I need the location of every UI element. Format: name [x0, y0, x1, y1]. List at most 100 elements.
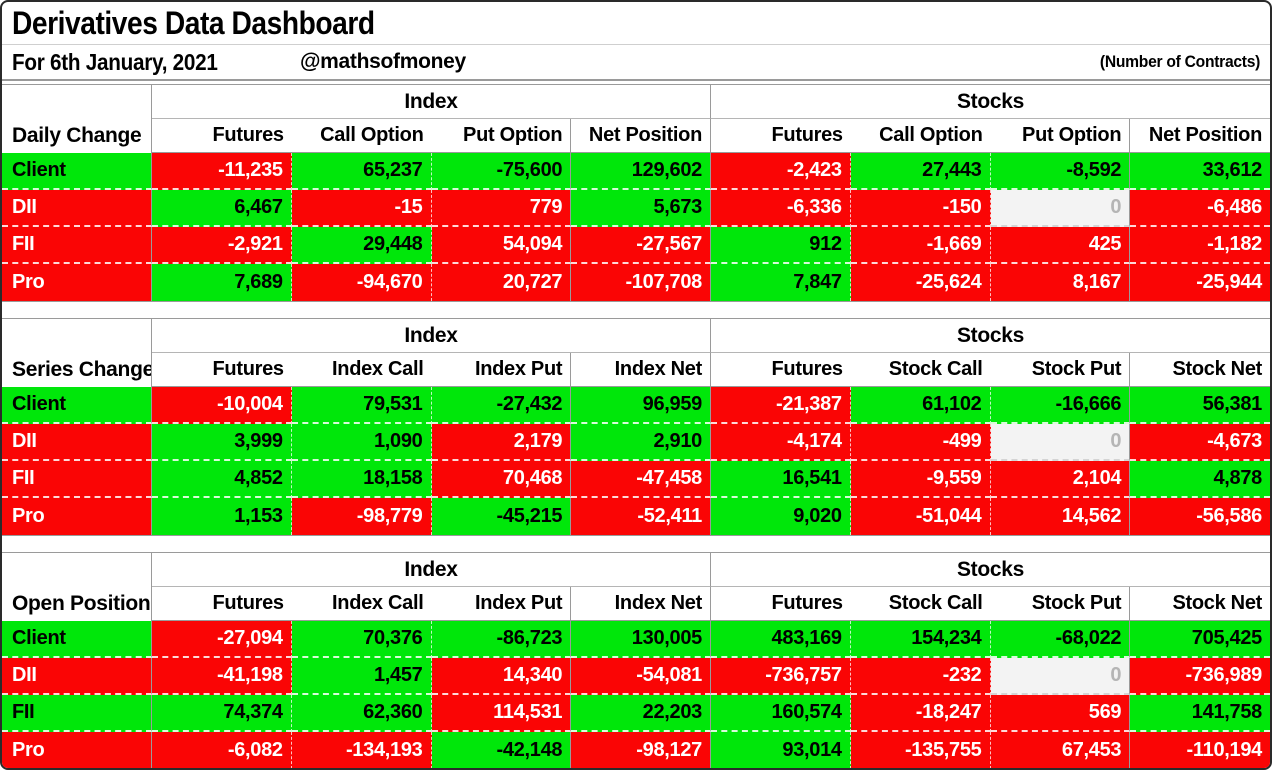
data-cell: -52,411 [571, 498, 711, 535]
column-header: Index Put [431, 353, 572, 387]
tables-container: Daily Change Index Stocks Futures Call Optio… [2, 84, 1270, 768]
data-cell: -21,387 [711, 387, 851, 424]
data-cell: -68,022 [990, 621, 1131, 658]
data-cell: 62,360 [291, 695, 432, 732]
data-cell: 779 [431, 190, 572, 227]
data-cell: 7,689 [152, 264, 292, 301]
group-header-stocks: Stocks [711, 319, 1270, 353]
page-title: Derivatives Data Dashboard [12, 4, 375, 41]
data-cell: -1,669 [850, 227, 991, 264]
data-cell: 2,910 [571, 424, 711, 461]
data-cell: -6,082 [152, 732, 292, 768]
data-cell: 65,237 [291, 153, 432, 190]
data-cell: 79,531 [291, 387, 432, 424]
table-title: Daily Change [2, 85, 152, 153]
group-header-index: Index [152, 553, 711, 587]
data-cell: 70,376 [291, 621, 432, 658]
column-header: Index Put [431, 587, 572, 621]
column-header: Net Position [1130, 119, 1270, 153]
data-cell: 5,673 [571, 190, 711, 227]
data-cell: -232 [850, 658, 991, 695]
data-cell: 2,179 [431, 424, 572, 461]
column-header: Stock Call [850, 587, 991, 621]
group-header-index: Index [152, 85, 711, 119]
author-handle: @mathsofmoney [300, 50, 466, 73]
data-cell: -736,989 [1130, 658, 1270, 695]
data-cell: -6,486 [1130, 190, 1270, 227]
data-cell: -54,081 [571, 658, 711, 695]
data-cell: 14,562 [990, 498, 1131, 535]
table-grid-open-position: Open Position Index Stocks Futures Index Cal… [2, 552, 1270, 768]
data-cell: -27,094 [152, 621, 292, 658]
data-cell: -736,757 [711, 658, 851, 695]
data-cell: 130,005 [571, 621, 711, 658]
data-cell: 1,457 [291, 658, 432, 695]
column-header: Stock Net [1130, 587, 1270, 621]
column-header: Stock Put [990, 587, 1131, 621]
data-cell: -2,921 [152, 227, 292, 264]
row-label: DII [2, 658, 152, 695]
column-header: Index Call [291, 587, 432, 621]
data-cell: -8,592 [990, 153, 1131, 190]
data-cell: -41,198 [152, 658, 292, 695]
data-cell: 4,852 [152, 461, 292, 498]
data-cell: -107,708 [571, 264, 711, 301]
row-label: FII [2, 227, 152, 264]
data-cell: 22,203 [571, 695, 711, 732]
column-header: Call Option [850, 119, 991, 153]
row-label: Pro [2, 264, 152, 301]
data-cell: -16,666 [990, 387, 1131, 424]
data-cell: 0 [990, 190, 1131, 227]
data-cell: -11,235 [152, 153, 292, 190]
data-cell: 56,381 [1130, 387, 1270, 424]
data-cell: -10,004 [152, 387, 292, 424]
data-cell: -499 [850, 424, 991, 461]
data-cell: -4,174 [711, 424, 851, 461]
column-header: Put Option [990, 119, 1131, 153]
report-date: For 6th January, 2021 [12, 48, 218, 75]
data-cell: -27,432 [431, 387, 572, 424]
data-cell: 18,158 [291, 461, 432, 498]
data-cell: -98,779 [291, 498, 432, 535]
column-header: Futures [152, 587, 292, 621]
data-cell: -18,247 [850, 695, 991, 732]
data-cell: -9,559 [850, 461, 991, 498]
data-cell: 93,014 [711, 732, 851, 768]
group-header-index: Index [152, 319, 711, 353]
data-cell: 569 [990, 695, 1131, 732]
table-series-change: Series Change Index Stocks Futures Index Cal… [2, 318, 1270, 536]
table-title: Open Position [2, 553, 152, 621]
column-header: Futures [711, 119, 851, 153]
row-label: DII [2, 424, 152, 461]
data-cell: 0 [990, 424, 1131, 461]
data-cell: -134,193 [291, 732, 432, 768]
column-header: Index Call [291, 353, 432, 387]
data-cell: 20,727 [431, 264, 572, 301]
title-row: Derivatives Data Dashboard [2, 2, 1270, 45]
column-header: Futures [711, 353, 851, 387]
row-label: Pro [2, 498, 152, 535]
data-cell: 154,234 [850, 621, 991, 658]
row-label: Pro [2, 732, 152, 768]
data-cell: -27,567 [571, 227, 711, 264]
column-header: Put Option [431, 119, 572, 153]
units-note: (Number of Contracts) [1099, 52, 1260, 71]
data-cell: -25,624 [850, 264, 991, 301]
data-cell: 705,425 [1130, 621, 1270, 658]
data-cell: -15 [291, 190, 432, 227]
data-cell: -2,423 [711, 153, 851, 190]
column-header: Call Option [291, 119, 432, 153]
data-cell: 6,467 [152, 190, 292, 227]
column-header: Futures [152, 119, 292, 153]
data-cell: -47,458 [571, 461, 711, 498]
table-daily-change: Daily Change Index Stocks Futures Call Optio… [2, 84, 1270, 302]
data-cell: 425 [990, 227, 1131, 264]
data-cell: -51,044 [850, 498, 991, 535]
data-cell: 67,453 [990, 732, 1131, 768]
column-header: Futures [711, 587, 851, 621]
data-cell: 1,090 [291, 424, 432, 461]
table-grid-series-change: Series Change Index Stocks Futures Index Cal… [2, 318, 1270, 536]
row-label: Client [2, 153, 152, 190]
column-header: Index Net [571, 587, 711, 621]
